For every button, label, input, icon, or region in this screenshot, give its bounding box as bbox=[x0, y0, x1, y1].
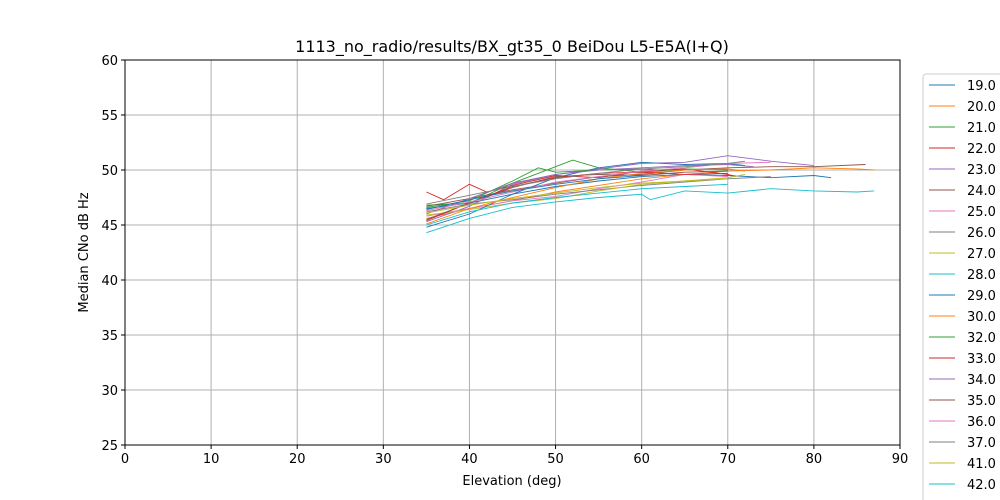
y-tick-label: 60 bbox=[101, 54, 118, 69]
legend-label: 33.0 bbox=[967, 352, 996, 367]
x-tick-label: 30 bbox=[375, 452, 392, 467]
series-line-42.0 bbox=[426, 183, 728, 226]
legend-label: 41.0 bbox=[967, 457, 996, 472]
x-tick-label: 70 bbox=[720, 452, 737, 467]
y-axis-label: Median CNo dB Hz bbox=[77, 192, 92, 312]
legend-label: 24.0 bbox=[967, 184, 996, 199]
series-line-23.0 bbox=[426, 155, 814, 223]
series-line-43.0 bbox=[426, 175, 642, 211]
series-line-32.0 bbox=[426, 167, 659, 208]
series-line-19.0 bbox=[426, 173, 832, 209]
legend: 19.0 20.0 21.0 22.0 23.0 24.0 25.0 26.0 27.0 28.0… bbox=[922, 73, 1000, 500]
legend-label: 21.0 bbox=[967, 121, 996, 136]
y-tick-label: 55 bbox=[101, 109, 118, 124]
legend-label: 27.0 bbox=[967, 247, 996, 262]
x-tick-label: 80 bbox=[806, 452, 823, 467]
series-line-41.0 bbox=[426, 178, 728, 214]
legend-label: 20.0 bbox=[967, 100, 996, 115]
series-line-28.0 bbox=[426, 188, 875, 234]
legend-label: 42.0 bbox=[967, 478, 996, 493]
y-tick-label: 35 bbox=[101, 329, 118, 344]
series-line-29.0 bbox=[426, 161, 746, 228]
legend-label: 26.0 bbox=[967, 226, 996, 241]
legend-label: 34.0 bbox=[967, 373, 996, 388]
legend-label: 22.0 bbox=[967, 142, 996, 157]
y-tick-label: 40 bbox=[101, 274, 118, 289]
chart-title: 1113_no_radio/results/BX_gt35_0 BeiDou L… bbox=[295, 37, 729, 57]
legend-label: 25.0 bbox=[967, 205, 996, 220]
plot-frame bbox=[124, 59, 901, 446]
x-tick-label: 10 bbox=[203, 452, 220, 467]
y-axis-ticks: 25 30 35 40 45 50 55 60 bbox=[101, 54, 125, 454]
legend-box bbox=[922, 73, 1000, 500]
grid-lines bbox=[124, 59, 901, 446]
x-tick-label: 0 bbox=[121, 452, 129, 467]
series-line-37.0 bbox=[426, 160, 746, 205]
series-line-22.0 bbox=[426, 168, 737, 201]
plot-series-group bbox=[426, 155, 875, 234]
y-tick-label: 30 bbox=[101, 384, 118, 399]
series-line-20.0 bbox=[426, 167, 875, 219]
y-tick-label: 50 bbox=[101, 164, 118, 179]
legend-label: 30.0 bbox=[967, 310, 996, 325]
legend-label: 36.0 bbox=[967, 415, 996, 430]
legend-label: 35.0 bbox=[967, 394, 996, 409]
legend-label: 29.0 bbox=[967, 289, 996, 304]
y-tick-label: 25 bbox=[101, 439, 118, 454]
legend-label: 23.0 bbox=[967, 163, 996, 178]
x-tick-label: 50 bbox=[547, 452, 564, 467]
x-axis-label: Elevation (deg) bbox=[462, 474, 561, 489]
legend-label: 37.0 bbox=[967, 436, 996, 451]
x-tick-label: 40 bbox=[461, 452, 478, 467]
x-axis-ticks: 0 10 20 30 40 50 60 70 80 90 bbox=[121, 445, 908, 467]
legend-label: 19.0 bbox=[967, 79, 996, 94]
legend-label: 32.0 bbox=[967, 331, 996, 346]
y-tick-label: 45 bbox=[101, 219, 118, 234]
x-tick-label: 90 bbox=[892, 452, 909, 467]
x-tick-label: 20 bbox=[289, 452, 306, 467]
legend-label: 28.0 bbox=[967, 268, 996, 283]
series-line-25.0 bbox=[426, 173, 728, 217]
x-tick-label: 60 bbox=[633, 452, 650, 467]
